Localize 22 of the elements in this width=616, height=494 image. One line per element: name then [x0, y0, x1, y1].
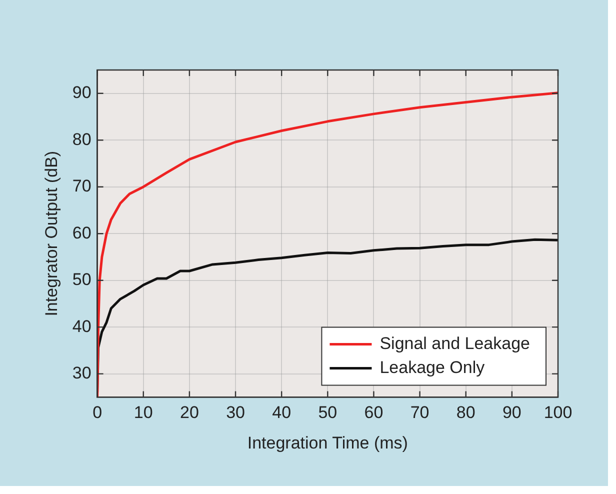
y-tick-label: 70 — [72, 176, 92, 196]
y-tick-label: 60 — [72, 223, 92, 242]
y-tick-label: 80 — [72, 130, 92, 149]
x-tick-label: 80 — [456, 403, 476, 422]
y-tick-label: 30 — [72, 364, 92, 383]
x-tick-label: 100 — [544, 403, 572, 422]
x-tick-label: 30 — [226, 403, 245, 422]
x-tick-label: 70 — [410, 403, 430, 422]
x-axis-title: Integration Time (ms) — [247, 433, 408, 452]
y-axis-title: Integrator Output (dB) — [42, 150, 61, 316]
x-tick-label: 20 — [180, 403, 199, 422]
y-tick-label: 90 — [72, 83, 92, 102]
x-tick-label: 90 — [502, 403, 522, 422]
y-tick-label: 50 — [72, 270, 92, 290]
x-tick-label: 0 — [92, 403, 102, 422]
x-tick-label: 40 — [272, 403, 292, 422]
x-tick-label: 60 — [364, 403, 384, 422]
y-tick-label: 40 — [72, 316, 92, 336]
legend-label: Signal and Leakage — [380, 334, 530, 353]
x-tick-label: 10 — [134, 403, 153, 422]
legend-label: Leakage Only — [380, 358, 486, 377]
x-tick-label: 50 — [318, 403, 338, 422]
